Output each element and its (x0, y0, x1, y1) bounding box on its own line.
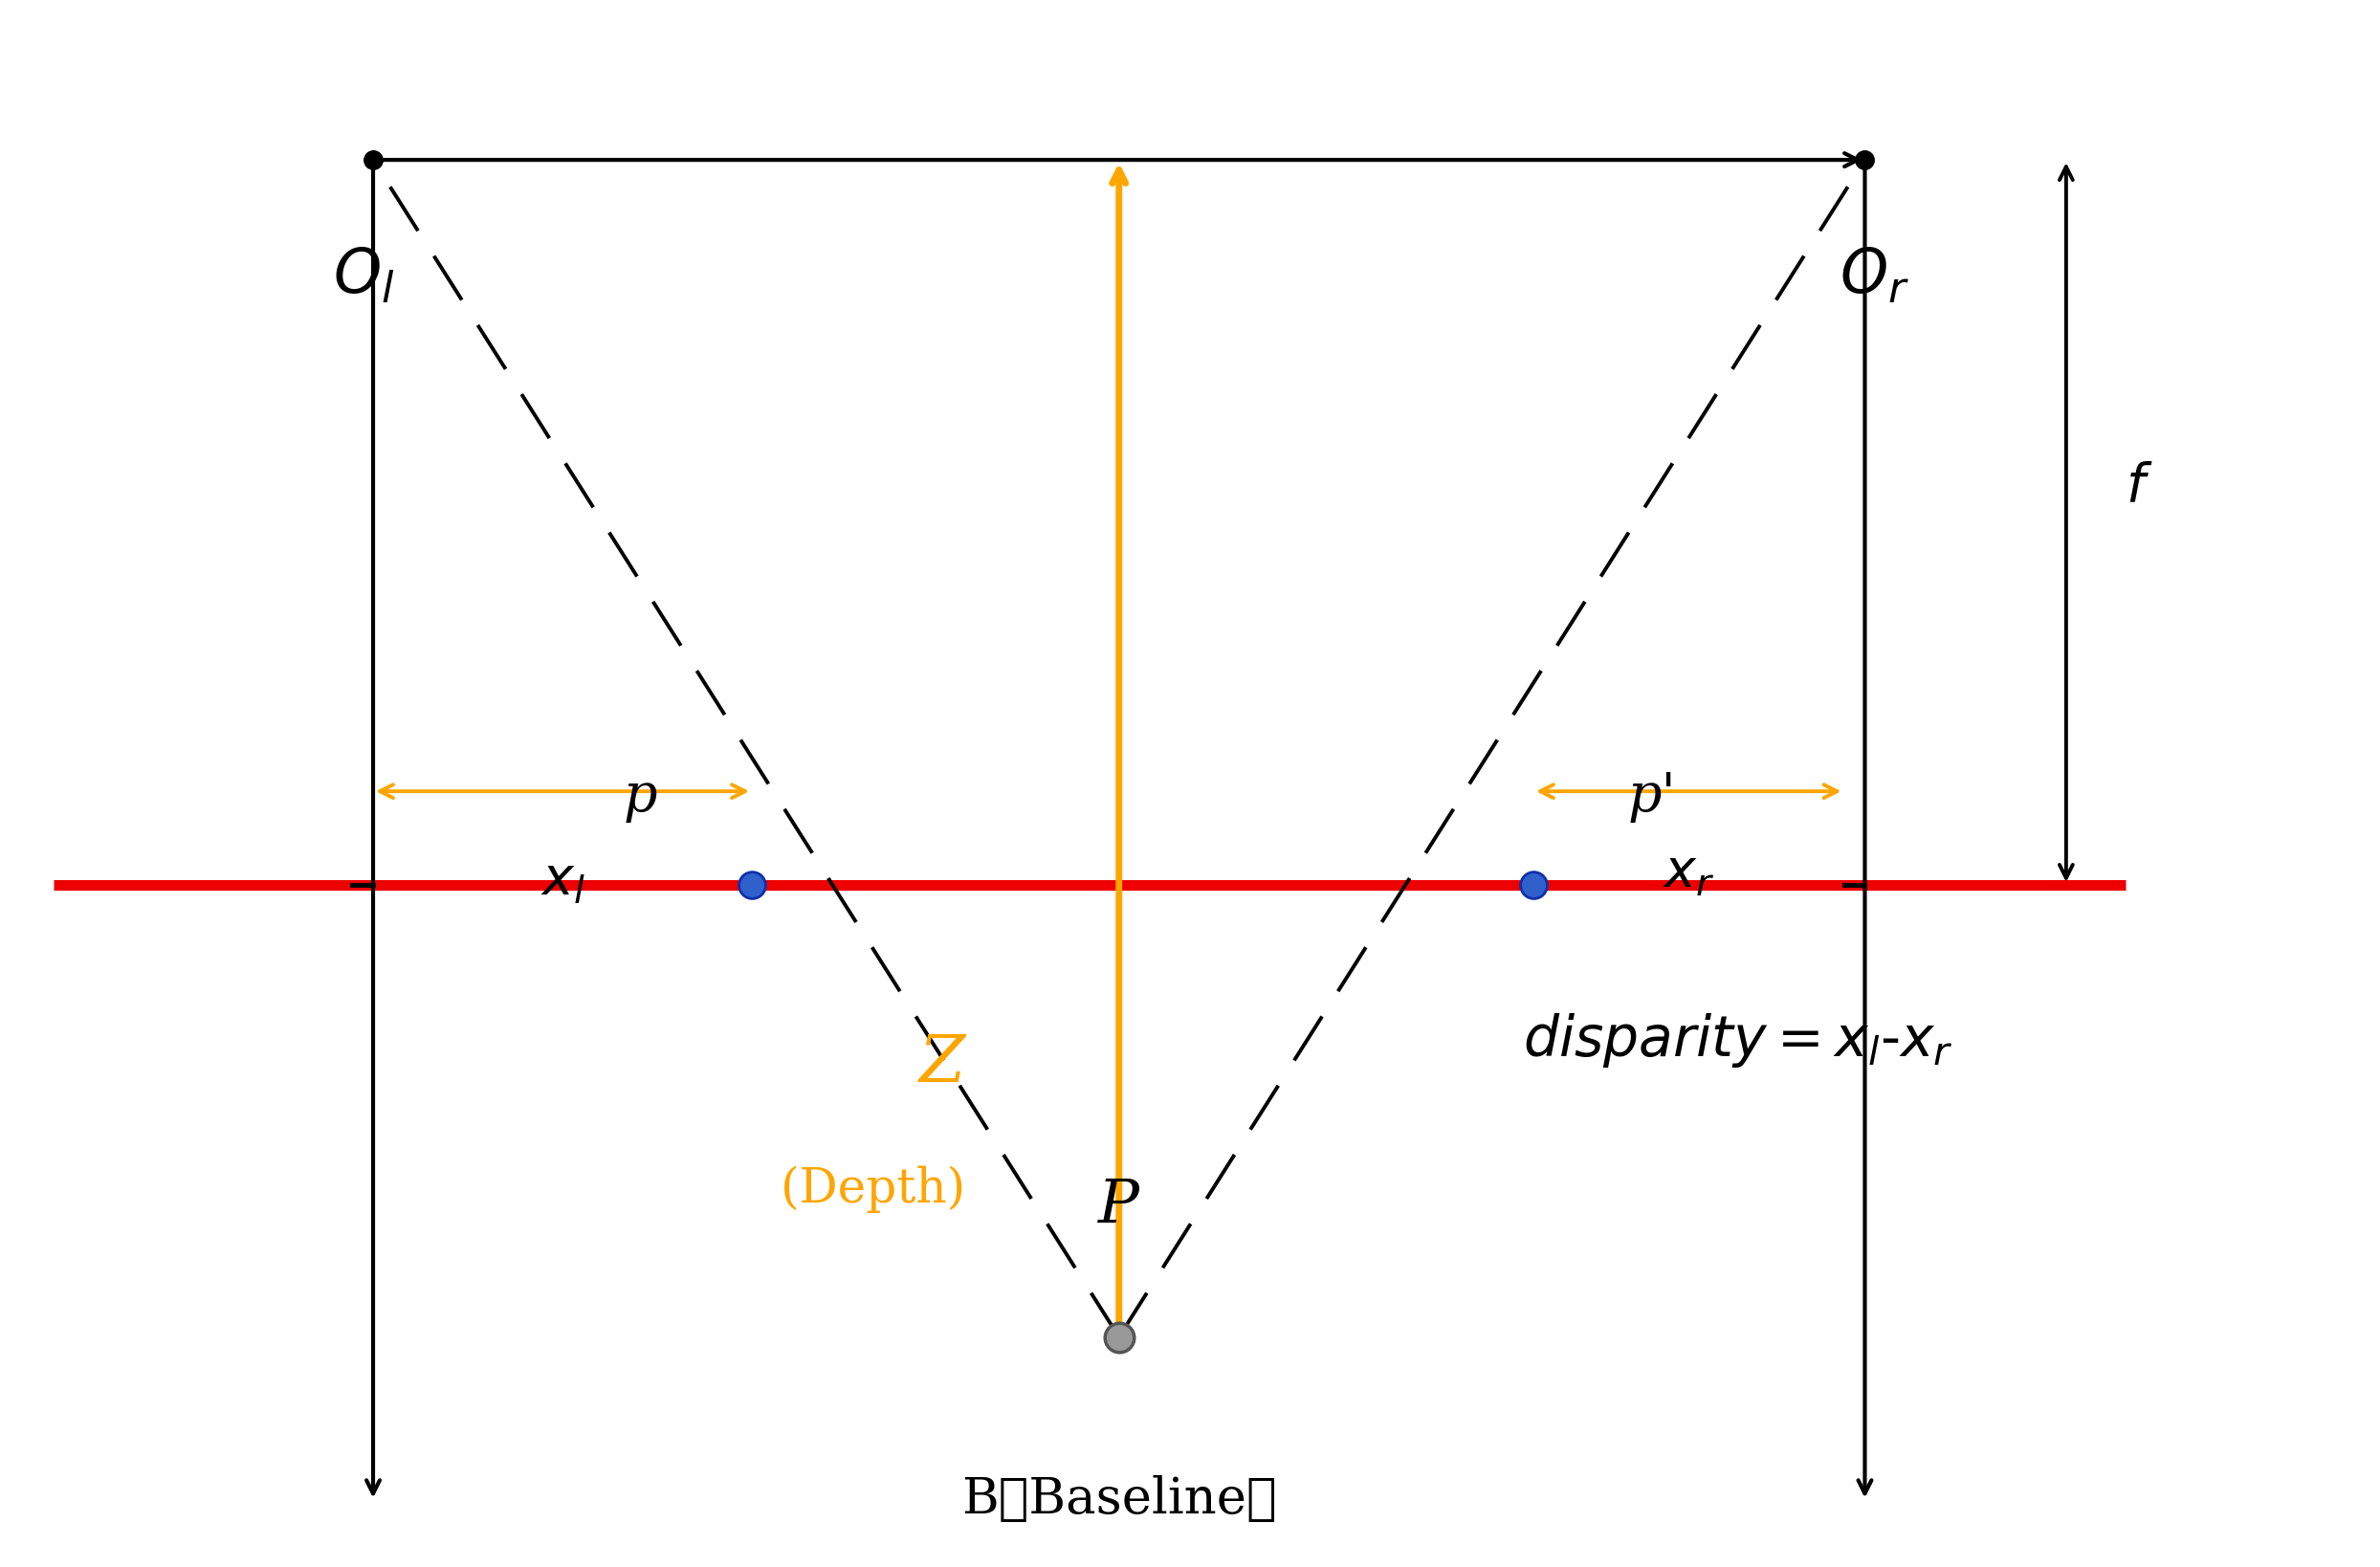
Text: $x_l$: $x_l$ (540, 854, 585, 906)
Text: $disparity = x_l\text{-}x_r$: $disparity = x_l\text{-}x_r$ (1523, 1012, 1954, 1070)
Text: P: P (1100, 1177, 1140, 1236)
Text: (Depth): (Depth) (781, 1166, 964, 1213)
Text: $O_l$: $O_l$ (333, 246, 395, 306)
Text: B（Baseline）: B（Baseline） (962, 1475, 1276, 1525)
Text: p': p' (1628, 769, 1676, 823)
Text: $f$: $f$ (2125, 461, 2152, 514)
Text: Z: Z (919, 1033, 964, 1095)
Text: $x_r$: $x_r$ (1664, 846, 1714, 898)
Text: p: p (624, 769, 657, 823)
Text: $O_r$: $O_r$ (1840, 246, 1909, 306)
